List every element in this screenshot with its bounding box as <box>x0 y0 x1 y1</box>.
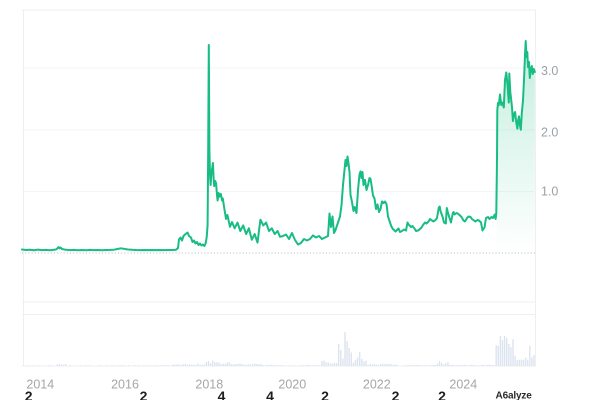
svg-text:3.0: 3.0 <box>541 64 558 78</box>
svg-text:2: 2 <box>321 388 329 400</box>
svg-text:2: 2 <box>392 388 400 400</box>
svg-text:2: 2 <box>25 388 33 400</box>
svg-text:2016: 2016 <box>111 378 139 392</box>
svg-text:2.0: 2.0 <box>541 125 558 139</box>
svg-text:2022: 2022 <box>363 378 391 392</box>
svg-text:4: 4 <box>218 388 226 400</box>
svg-text:4: 4 <box>266 388 274 400</box>
svg-text:2024: 2024 <box>449 378 477 392</box>
svg-text:2: 2 <box>140 388 148 400</box>
svg-text:2: 2 <box>438 388 446 400</box>
svg-text:2014: 2014 <box>26 378 54 392</box>
svg-text:A6alyze: A6alyze <box>496 390 533 400</box>
svg-text:2018: 2018 <box>195 378 223 392</box>
svg-text:1.0: 1.0 <box>541 184 558 198</box>
svg-text:2020: 2020 <box>278 378 306 392</box>
